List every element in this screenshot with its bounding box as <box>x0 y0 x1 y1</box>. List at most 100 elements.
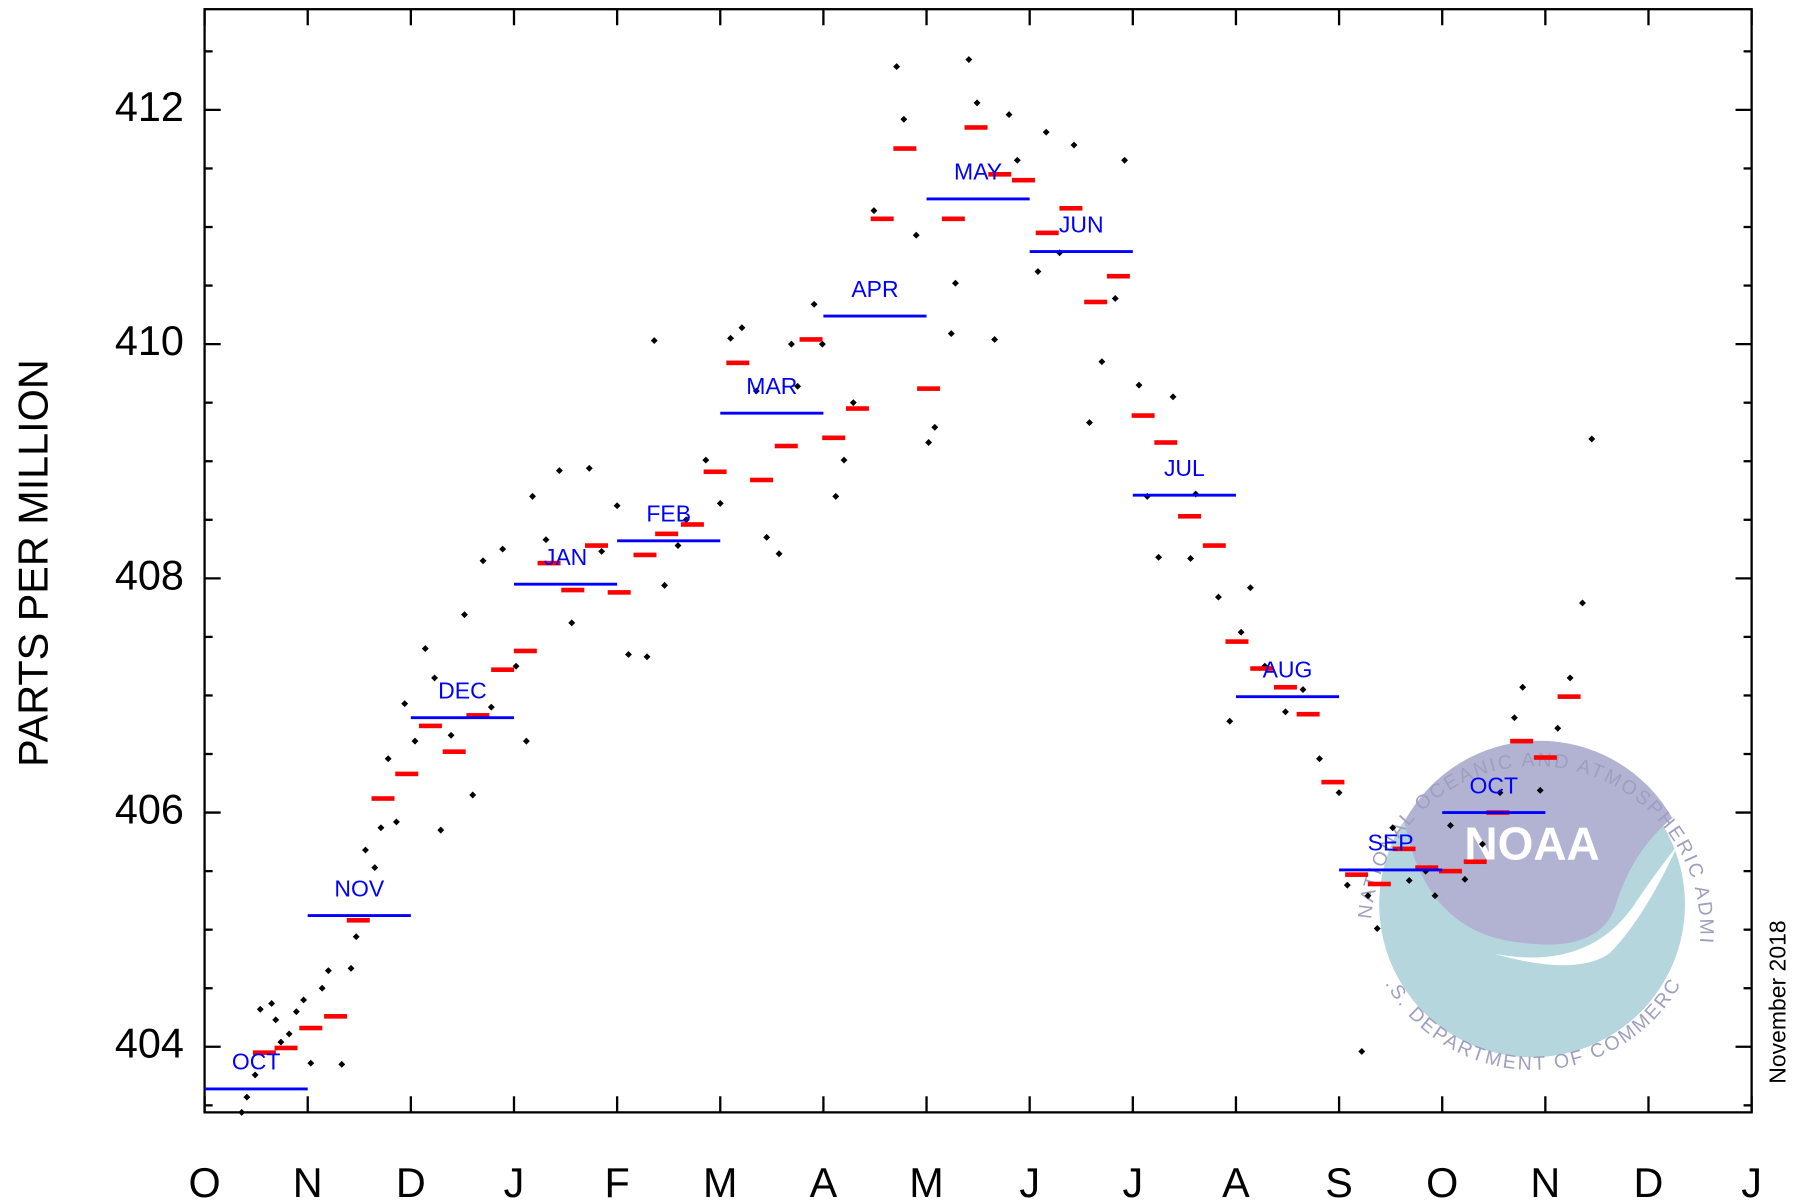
weekly-mean <box>513 648 537 654</box>
weekly-mean <box>346 918 370 923</box>
month-label: MAY <box>954 159 1002 185</box>
x-tick-label: N <box>293 1160 323 1202</box>
x-tick-label: M <box>909 1160 943 1202</box>
daily-point <box>256 1005 264 1013</box>
daily-point <box>243 1093 251 1101</box>
logo-center: NOAA <box>1464 818 1599 870</box>
weekly-mean <box>1392 846 1416 852</box>
weekly-mean <box>442 749 466 754</box>
weekly-mean <box>750 477 774 483</box>
daily-point <box>384 755 392 763</box>
daily-point <box>973 99 981 107</box>
daily-point <box>292 1008 300 1016</box>
daily-point <box>529 492 537 500</box>
daily-point <box>300 996 308 1004</box>
daily-point <box>1155 553 1163 561</box>
daily-point <box>870 207 878 215</box>
weekly-mean <box>324 1014 348 1019</box>
logo-bird <box>1494 844 1679 966</box>
daily-point <box>447 731 455 739</box>
daily-point <box>661 581 669 589</box>
daily-point <box>1554 724 1562 732</box>
weekly-mean <box>1273 684 1297 690</box>
month-label: OCT <box>232 1049 280 1075</box>
daily-point <box>1389 824 1397 832</box>
daily-point <box>794 382 802 390</box>
daily-point <box>469 791 477 799</box>
daily-point <box>324 967 332 975</box>
daily-point <box>277 1038 285 1046</box>
daily-point <box>238 1108 246 1116</box>
weekly-mean <box>1059 205 1083 211</box>
month-label: MAR <box>746 373 797 399</box>
daily-point <box>832 492 840 500</box>
x-tick-label: D <box>1634 1160 1664 1202</box>
daily-point <box>338 1060 346 1068</box>
daily-point <box>461 611 468 619</box>
daily-point <box>392 818 400 826</box>
weekly-mean <box>466 713 490 718</box>
daily-point <box>1013 156 1021 164</box>
daily-point <box>1098 358 1106 366</box>
daily-point <box>1566 674 1574 682</box>
weekly-mean <box>1463 859 1487 865</box>
daily-point <box>716 499 724 507</box>
daily-point <box>1373 925 1381 932</box>
daily-point <box>1111 295 1119 302</box>
month-label: FEB <box>646 501 691 527</box>
daily-point <box>585 464 593 472</box>
daily-point <box>1121 156 1129 164</box>
daily-point <box>1214 593 1222 601</box>
daily-point <box>1169 393 1177 401</box>
weekly-mean <box>1084 299 1108 305</box>
daily-point <box>1237 628 1245 636</box>
daily-point <box>643 653 651 661</box>
daily-point <box>431 674 439 682</box>
daily-point <box>1519 683 1527 691</box>
daily-point <box>251 1071 259 1079</box>
daily-point <box>437 826 445 834</box>
weekly-mean <box>1035 230 1059 236</box>
month-label: OCT <box>1470 772 1518 798</box>
daily-point <box>377 824 385 832</box>
weekly-mean <box>1438 868 1462 874</box>
daily-point <box>849 399 857 407</box>
x-tick-label: J <box>1122 1160 1143 1202</box>
weekly-mean <box>252 1050 276 1055</box>
daily-point <box>268 1000 276 1007</box>
weekly-mean <box>418 723 442 729</box>
daily-point <box>1447 822 1454 829</box>
daily-point <box>401 700 409 708</box>
y-tick-label: 408 <box>115 552 184 598</box>
y-axis-label: PARTS PER MILLION <box>11 359 57 767</box>
weekly-mean <box>537 560 561 566</box>
daily-point <box>682 516 690 524</box>
x-tick-label: J <box>1019 1160 1040 1202</box>
daily-point <box>727 334 735 342</box>
weekly-mean <box>1202 543 1226 548</box>
weekly-mean <box>964 125 988 130</box>
weekly-mean <box>1533 755 1557 760</box>
plot-frame <box>203 8 1753 1114</box>
weekly-mean <box>1250 666 1274 671</box>
weekly-mean <box>1154 440 1178 445</box>
daily-point <box>1042 128 1050 136</box>
daily-point <box>912 231 920 239</box>
daily-point <box>598 547 606 555</box>
weekly-mean <box>491 667 515 672</box>
weekly-mean <box>1367 881 1391 887</box>
weekly-mean <box>1225 639 1249 644</box>
daily-point <box>991 335 999 343</box>
month-label: JAN <box>544 544 587 570</box>
daily-point <box>1510 714 1518 722</box>
daily-point <box>1299 686 1307 694</box>
x-tick-label: J <box>1741 1160 1762 1202</box>
daily-point <box>347 964 355 972</box>
daily-point <box>965 56 973 63</box>
daily-point <box>613 502 621 510</box>
daily-point <box>1135 381 1143 389</box>
daily-point <box>568 619 576 627</box>
daily-point <box>625 651 632 658</box>
weekly-mean <box>1510 738 1534 744</box>
daily-point <box>1282 708 1289 716</box>
